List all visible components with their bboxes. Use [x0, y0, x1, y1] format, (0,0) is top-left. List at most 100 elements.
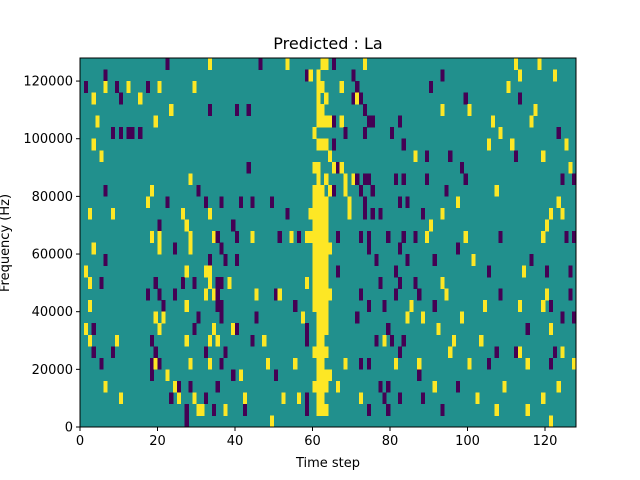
heatmap-cell [312, 346, 317, 359]
heatmap-cell [386, 380, 391, 393]
heatmap-cell [335, 380, 340, 393]
heatmap-cell [312, 184, 317, 197]
y-axis-label: Frequency (Hz) [0, 194, 13, 292]
y-tick-label: 100000 [23, 132, 73, 147]
heatmap-cell [424, 150, 430, 163]
heatmap-cell [320, 81, 325, 93]
heatmap-cell [169, 104, 174, 116]
heatmap-cell [304, 334, 309, 347]
heatmap-cell [165, 58, 170, 70]
heatmap-cell [568, 265, 573, 278]
heatmap-cell [436, 323, 441, 336]
heatmap-cell [126, 127, 131, 140]
heatmap-cell [184, 265, 189, 278]
heatmap-cell [417, 369, 422, 382]
heatmap-cell [250, 196, 255, 209]
heatmap-cell [366, 403, 371, 416]
heatmap-cell [355, 173, 360, 186]
heatmap-cell [343, 184, 348, 197]
heatmap-cell [238, 369, 244, 382]
heatmap-cell [324, 300, 329, 312]
heatmap-cell [331, 161, 337, 174]
heatmap-cell [452, 334, 457, 347]
heatmap-cell [207, 254, 213, 266]
heatmap-cell [572, 357, 577, 370]
heatmap-cell [320, 242, 325, 255]
heatmap-cell [483, 300, 488, 312]
heatmap-cell [312, 207, 317, 220]
heatmap-cell [331, 115, 337, 128]
heatmap-cell [103, 254, 108, 266]
heatmap-cell [235, 323, 240, 336]
heatmap-cell [316, 334, 321, 347]
heatmap-cell [235, 254, 240, 266]
heatmap-cell [463, 173, 468, 186]
heatmap-cell [192, 323, 197, 336]
heatmap-cell [320, 403, 325, 416]
heatmap-cell [304, 277, 309, 289]
heatmap-cell [157, 323, 162, 336]
heatmap-cell [320, 300, 325, 312]
heatmap-cell [149, 334, 154, 347]
x-tick-label: 60 [304, 434, 321, 449]
heatmap-cell [413, 277, 418, 289]
heatmap-cell [87, 300, 92, 312]
heatmap-cell [180, 207, 185, 220]
heatmap-cell [308, 69, 313, 82]
heatmap-cell [328, 242, 333, 255]
heatmap-cell [204, 196, 209, 209]
heatmap-cell [328, 150, 333, 163]
heatmap-cell [541, 392, 546, 405]
heatmap-cell [320, 219, 325, 232]
heatmap-cell [386, 323, 391, 336]
heatmap-cell [541, 300, 546, 312]
heatmap-cell [517, 69, 523, 82]
heatmap-cell [293, 300, 298, 312]
heatmap-cell [324, 277, 329, 289]
heatmap-cell [285, 207, 290, 220]
heatmap-cell [316, 300, 321, 312]
heatmap-cell [173, 380, 178, 393]
heatmap-cell [312, 265, 317, 278]
heatmap-cell [188, 230, 193, 243]
heatmap-cell [196, 184, 201, 197]
heatmap-cell [471, 254, 476, 266]
heatmap-cell [382, 392, 387, 405]
x-tick-label: 40 [227, 434, 244, 449]
heatmap-cell [165, 196, 170, 209]
heatmap-cell [401, 173, 406, 186]
heatmap-cell [467, 357, 472, 370]
heatmap-cell [165, 369, 170, 382]
heatmap-cell [347, 196, 352, 209]
heatmap-cell [397, 277, 402, 289]
heatmap-cell [347, 207, 352, 220]
heatmap-cell [157, 242, 162, 255]
heatmap-cell [545, 219, 550, 232]
heatmap-cell [421, 392, 426, 405]
heatmap-cell [455, 380, 461, 393]
heatmap-cell [552, 69, 557, 82]
heatmap-cell [207, 207, 213, 220]
heatmap-cell [556, 380, 561, 393]
y-axis: 0 20000 40000 60000 80000 100000 120000 [23, 75, 80, 436]
heatmap-cell [114, 334, 120, 347]
heatmap-cell [498, 127, 503, 140]
heatmap-cell [343, 357, 348, 370]
heatmap-cell [103, 184, 108, 197]
heatmap-cell [320, 288, 325, 301]
heatmap-cell [103, 69, 108, 82]
heatmap-cell [324, 403, 329, 416]
heatmap-cell [320, 277, 325, 289]
heatmap-cell [401, 230, 406, 243]
heatmap-cell [304, 403, 309, 416]
heatmap-cell [514, 58, 519, 70]
heatmap-cell [320, 392, 325, 405]
heatmap-cell [219, 357, 224, 370]
heatmap-cell [173, 288, 178, 301]
heatmap-cell [324, 288, 329, 301]
heatmap-cell [370, 184, 375, 197]
heatmap-cell [269, 196, 275, 209]
heatmap-cell [486, 357, 492, 370]
heatmap-cell [95, 115, 100, 128]
